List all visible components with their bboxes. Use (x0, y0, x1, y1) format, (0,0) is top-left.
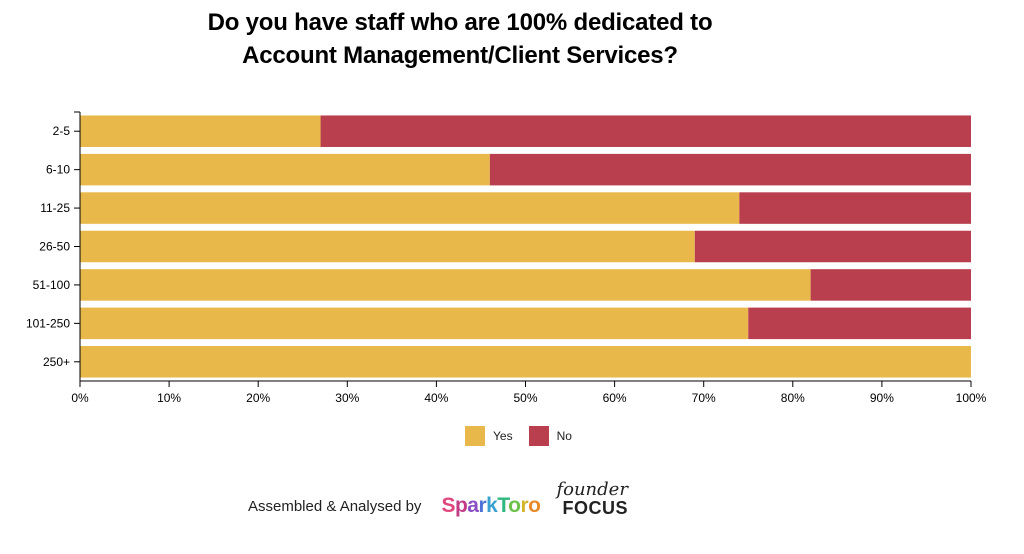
stacked-bar-chart: 2-5 6-10 11-25 26-50 51-100 101-250 250+ 0% 10% 2… (26, 111, 987, 405)
y-tick-label-250+: 250+ (43, 355, 70, 369)
x-tick-label-10: 100% (956, 391, 987, 405)
y-tick-label-51-100: 51-100 (33, 278, 71, 292)
bar-no-51-100 (810, 269, 971, 301)
sparktoro-logo: SparkToro (441, 494, 541, 517)
bar-yes-26-50 (80, 230, 695, 263)
footer-credits: Assembled & Analysed by SparkToro founde… (248, 481, 628, 518)
x-tick-label-5: 50% (513, 391, 537, 405)
bar-no-101-250 (748, 307, 971, 340)
x-tick-label-4: 40% (424, 391, 448, 405)
founder-focus-logo-top: founder (556, 479, 628, 500)
legend-swatch-no (528, 426, 549, 446)
y-tick-label-11-25: 11-25 (40, 201, 70, 215)
footer-text: Assembled & Analysed by (248, 497, 422, 515)
x-tick-label-3: 30% (335, 391, 359, 405)
chart-title: Do you have staff who are 100% dedicated… (120, 6, 800, 72)
bar-yes-11-25 (80, 192, 740, 224)
y-tick-label-2-5: 2-5 (53, 124, 71, 138)
x-tick-label-0: 0% (71, 391, 89, 405)
bar-no-11-25 (739, 192, 971, 224)
bar-yes-51-100 (80, 269, 811, 301)
x-tick-label-1: 10% (157, 391, 181, 405)
bar-no-6-10 (489, 153, 971, 186)
legend-label-no: No (556, 429, 572, 443)
founder-focus-logo: founder FOCUS (556, 479, 628, 518)
legend-swatch-yes (465, 426, 485, 446)
legend: Yes No (465, 426, 588, 446)
x-tick-label-7: 70% (692, 391, 716, 405)
y-tick-label-26-50: 26-50 (39, 240, 70, 254)
legend-label-yes: Yes (493, 429, 513, 443)
bar-no-26-50 (694, 230, 971, 263)
x-tick-label-6: 60% (603, 391, 627, 405)
bar-no-2-5 (320, 115, 971, 147)
y-tick-label-6-10: 6-10 (46, 163, 70, 177)
bar-yes-250+ (80, 346, 971, 378)
x-tick-label-9: 90% (870, 391, 894, 405)
chart-title-line-1: Do you have staff who are 100% dedicated… (207, 9, 713, 36)
x-tick-label-2: 20% (246, 391, 270, 405)
y-tick-label-101-250: 101-250 (26, 316, 70, 330)
founder-focus-logo-bottom: FOCUS (562, 498, 628, 518)
x-tick-label-8: 80% (781, 391, 805, 405)
chart-title-line-2: Account Management/Client Services? (242, 42, 678, 69)
bar-yes-101-250 (80, 307, 749, 340)
bar-yes-6-10 (80, 153, 490, 186)
bar-yes-2-5 (80, 115, 321, 147)
